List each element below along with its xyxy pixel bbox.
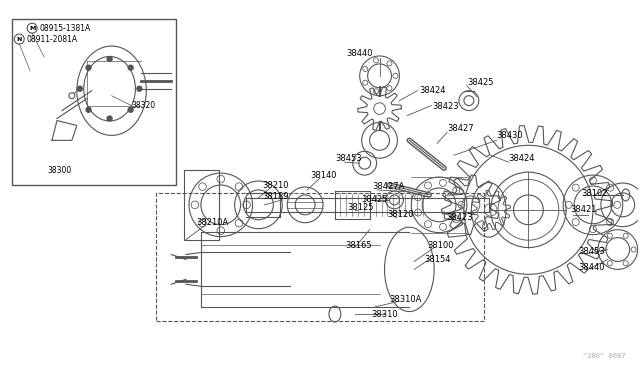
Circle shape xyxy=(107,57,112,61)
Text: 08911-2081A: 08911-2081A xyxy=(26,35,77,44)
Text: 38210A: 38210A xyxy=(196,218,228,227)
Text: 38189: 38189 xyxy=(262,192,289,201)
Text: 38165: 38165 xyxy=(345,241,371,250)
Text: 38154: 38154 xyxy=(424,255,451,264)
Text: 38425: 38425 xyxy=(362,195,388,204)
Circle shape xyxy=(137,86,142,91)
Circle shape xyxy=(86,65,91,70)
Text: 38120: 38120 xyxy=(387,210,414,219)
Text: 08915-1381A: 08915-1381A xyxy=(39,24,90,33)
Text: 38320: 38320 xyxy=(131,101,156,110)
Circle shape xyxy=(86,107,91,112)
Text: 38453: 38453 xyxy=(578,247,605,256)
Bar xyxy=(184,170,219,240)
Text: 38425: 38425 xyxy=(467,78,493,87)
Text: 38427A: 38427A xyxy=(372,183,405,192)
Text: 38210: 38210 xyxy=(262,180,289,189)
Bar xyxy=(12,19,176,185)
Text: 38300: 38300 xyxy=(47,166,71,174)
Text: 38424: 38424 xyxy=(419,86,445,95)
Text: 38423: 38423 xyxy=(432,102,459,111)
Text: N: N xyxy=(17,36,22,42)
Text: 38440: 38440 xyxy=(346,48,373,58)
Text: 38310: 38310 xyxy=(372,310,398,318)
Text: M: M xyxy=(29,26,35,31)
Text: 38427: 38427 xyxy=(447,124,474,133)
Circle shape xyxy=(128,65,133,70)
Text: 38453: 38453 xyxy=(335,154,362,163)
Text: 38125: 38125 xyxy=(348,203,374,212)
Text: ^380^ 0087: ^380^ 0087 xyxy=(583,353,626,359)
Text: 38310A: 38310A xyxy=(390,295,422,304)
Text: 38440: 38440 xyxy=(578,263,605,272)
Text: 38423: 38423 xyxy=(446,213,473,222)
Text: 38102: 38102 xyxy=(581,189,607,198)
Circle shape xyxy=(128,107,133,112)
Text: 38430: 38430 xyxy=(497,131,524,140)
Circle shape xyxy=(107,116,112,121)
Text: 38421: 38421 xyxy=(570,205,596,214)
Bar xyxy=(156,193,484,321)
Circle shape xyxy=(77,86,83,91)
Text: 38100: 38100 xyxy=(427,241,454,250)
Text: 38424: 38424 xyxy=(509,154,535,163)
Text: 38140: 38140 xyxy=(310,171,337,180)
